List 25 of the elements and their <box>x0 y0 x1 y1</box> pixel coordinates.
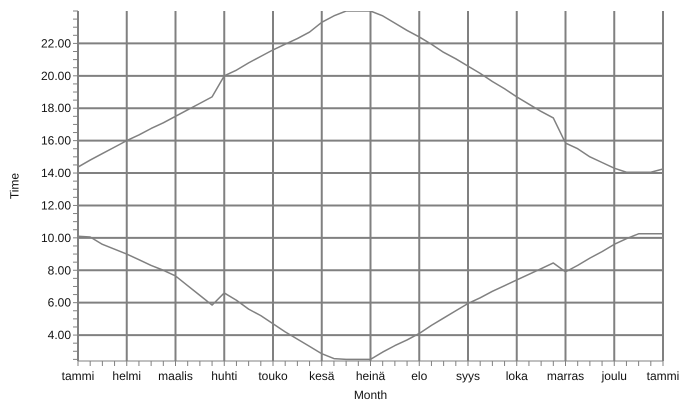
x-tick-label: elo <box>411 369 428 383</box>
x-axis-title: Month <box>354 388 388 402</box>
y-axis-title: Time <box>7 172 22 200</box>
y-tick-label: 22.00 <box>40 36 72 50</box>
x-tick-label: loka <box>506 369 528 383</box>
y-tick-label: 4.00 <box>48 328 72 342</box>
y-tick-label: 8.00 <box>48 263 72 278</box>
x-tick-label: touko <box>258 369 288 383</box>
x-tick-label: tammi <box>646 369 680 383</box>
y-tick-label: 12.00 <box>40 198 72 212</box>
x-tick-label: joulu <box>600 369 627 383</box>
x-tick-label: heinä <box>356 369 386 383</box>
y-tick-label: 18.00 <box>40 101 72 116</box>
y-tick-label: 6.00 <box>48 296 72 310</box>
x-tick-label: tammi <box>62 369 94 383</box>
y-tick-label: 16.00 <box>40 134 72 148</box>
x-tick-label: huhti <box>211 369 238 383</box>
y-tick-label: 14.00 <box>40 166 72 180</box>
x-tick-label: helmi <box>112 369 142 383</box>
x-tick-label: syys <box>456 369 480 383</box>
x-tick-label: marras <box>546 369 584 383</box>
x-tick-label: maalis <box>158 369 193 383</box>
y-tick-label: 10.00 <box>40 230 72 245</box>
x-tick-label: kesä <box>309 369 335 383</box>
y-tick-label: 20.00 <box>40 68 72 83</box>
